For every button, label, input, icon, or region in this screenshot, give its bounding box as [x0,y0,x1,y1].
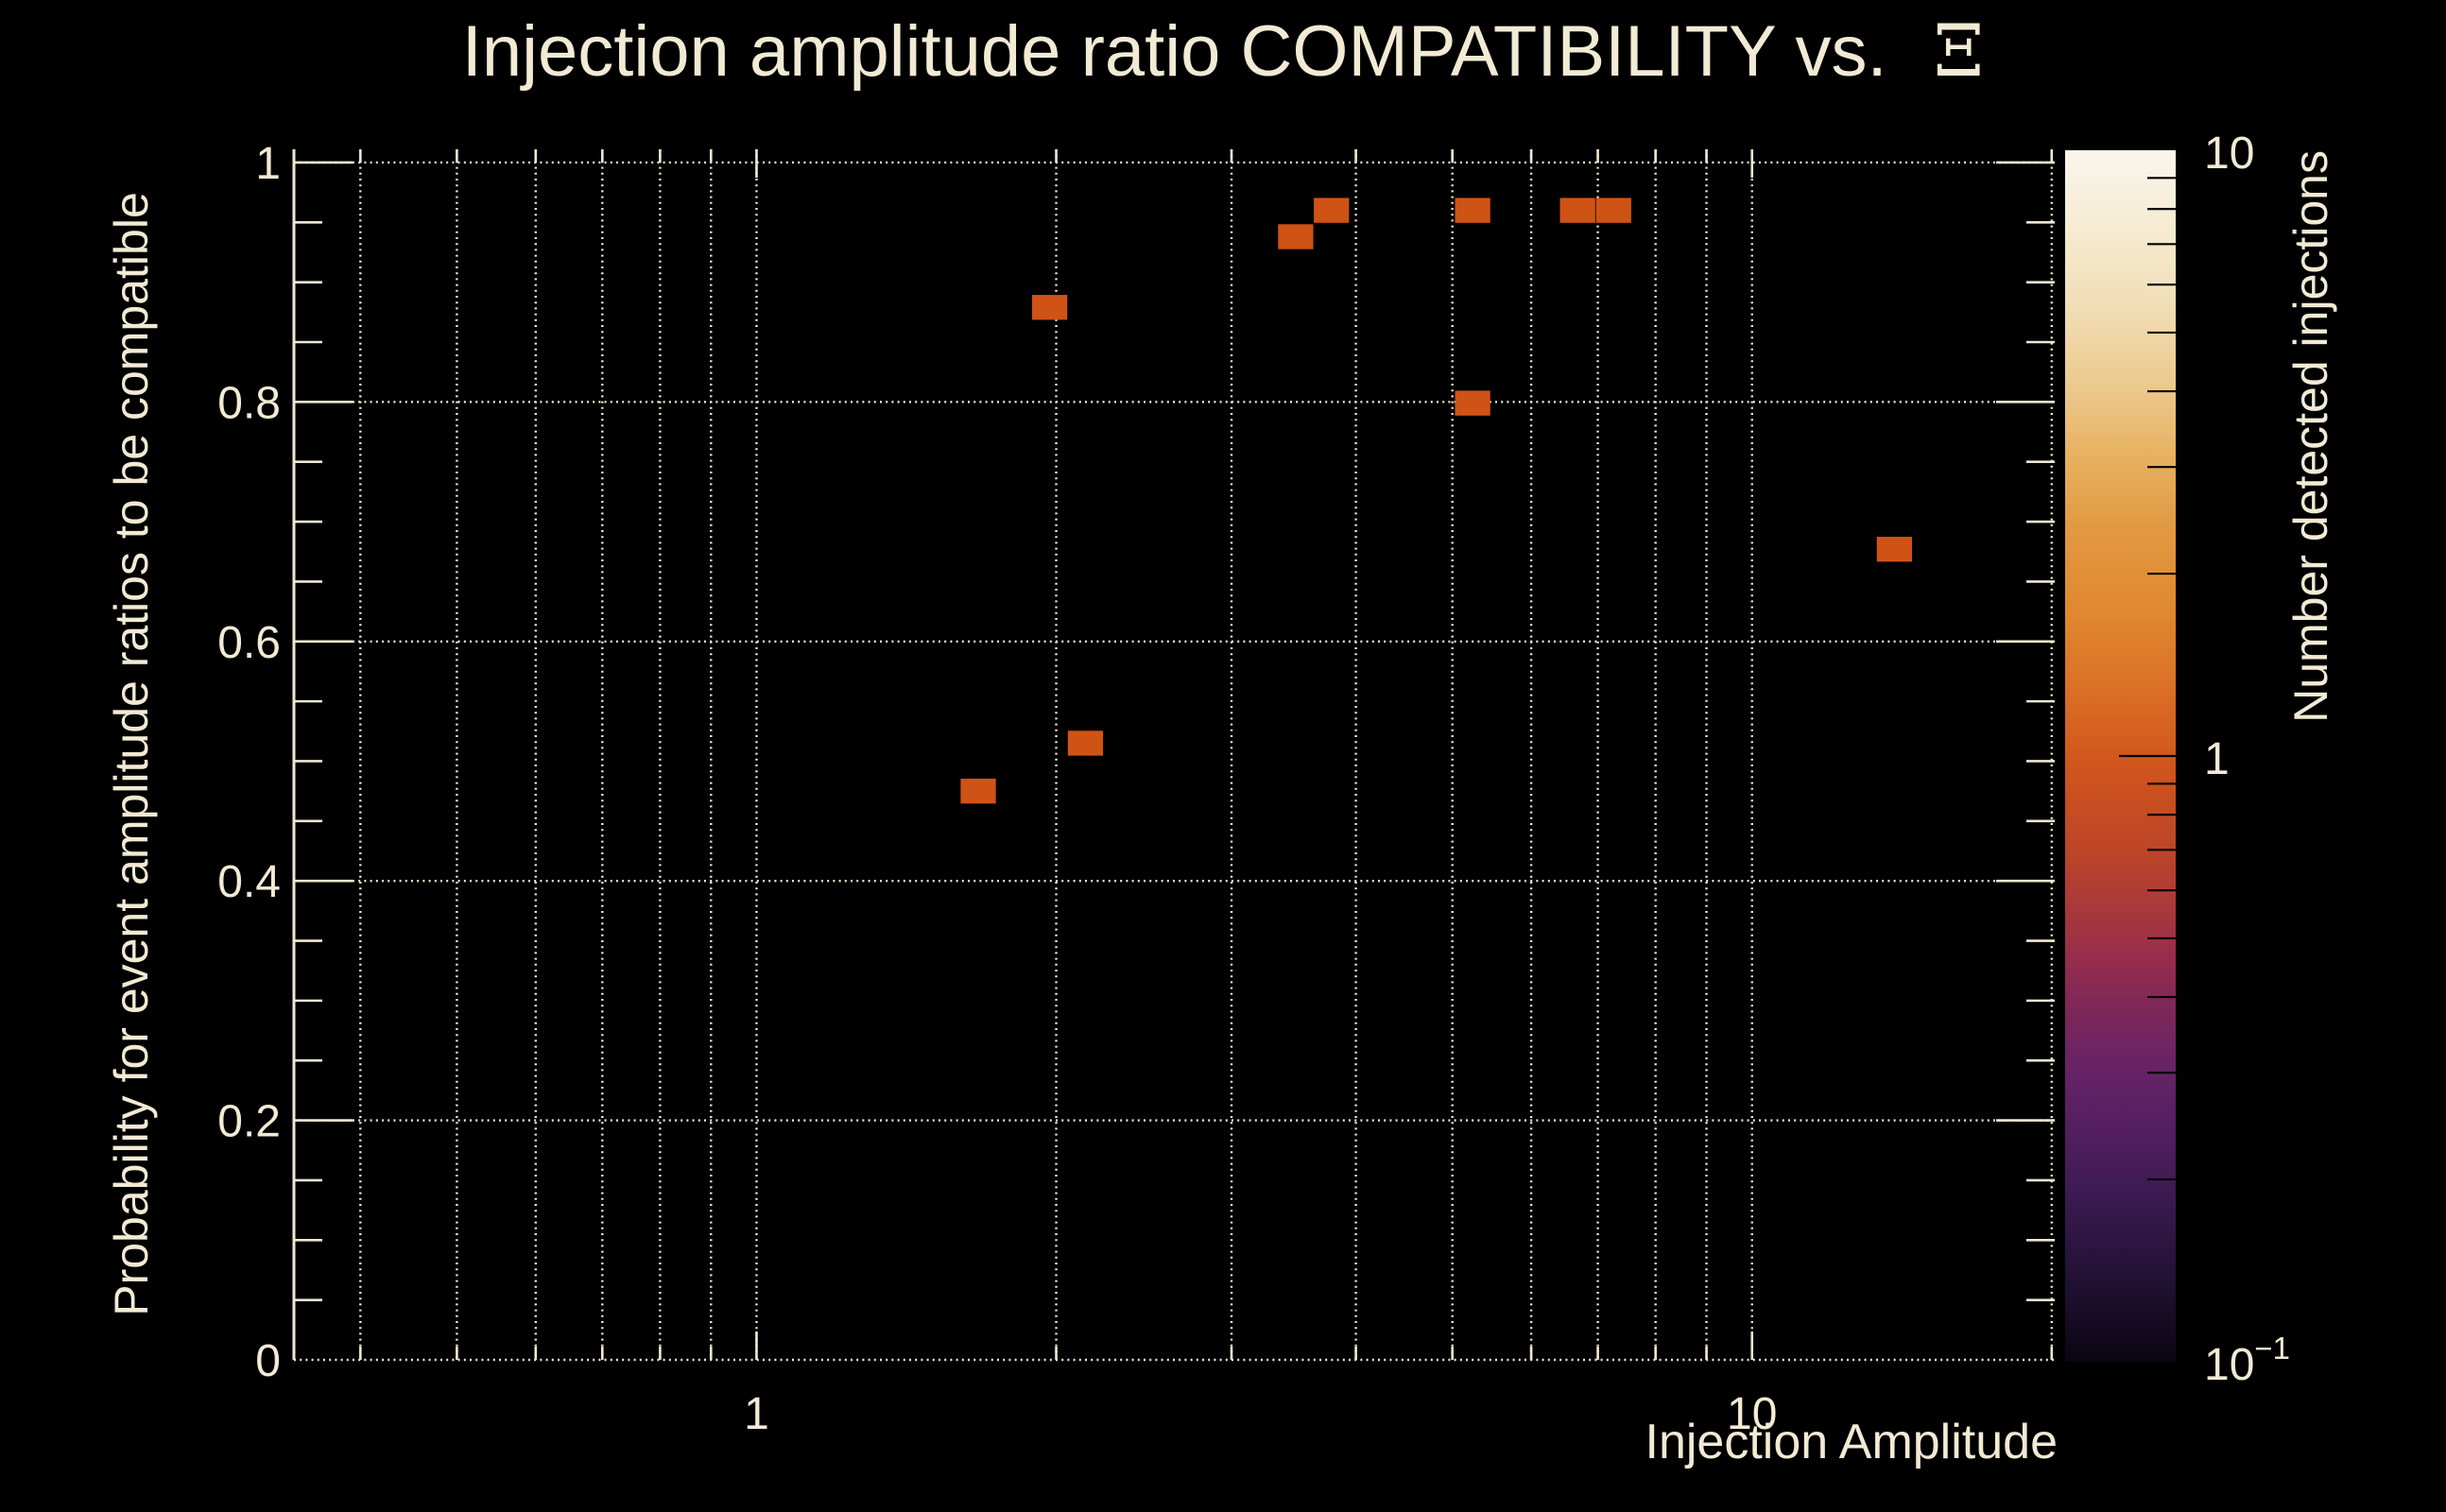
colorbar-tick-label: 10 [2204,129,2254,179]
y-tick-label: 0.8 [217,378,281,428]
heatmap-bin [1455,390,1490,416]
heatmap-bin [1559,198,1595,223]
heatmap-bin [1278,224,1314,249]
heatmap-bin [1595,198,1631,223]
grid-lines [294,149,2055,1362]
heatmap-bin [1031,295,1068,320]
x-tick-label: 10 [1727,1389,1777,1439]
y-tick-label: 1 [255,139,281,189]
heatmap-bins [960,198,1913,804]
colorbar-title: Number detected injections [2284,150,2337,723]
y-tick-label: 0.4 [217,857,281,907]
heatmap-bin [1314,198,1350,223]
colorbar-tick-label: 1 [2204,734,2230,784]
colorbar-tick-label: 10−1 [2204,1331,2290,1390]
heatmap-bin [1876,537,1913,562]
heatmap-bin [960,778,996,804]
x-axis-title: Injection Amplitude [1645,1415,2058,1469]
heatmap-bin [1455,198,1490,223]
y-axis-title: Probability for event amplitude ratios t… [105,192,158,1316]
axis-ticks [294,149,2055,1360]
tick-labels: 0 0.2 0.4 0.6 0.8 1 1 10 [217,139,1777,1439]
chart-title: Injection amplitude ratio COMPATIBILITY … [462,9,1985,93]
colorbar: 10 1 10−1 [2065,129,2290,1390]
x-tick-label: 1 [744,1389,769,1439]
y-tick-label: 0 [255,1336,281,1386]
y-tick-label: 0.2 [217,1097,281,1147]
y-tick-label: 0.6 [217,618,281,668]
heatmap-bin [1067,730,1104,756]
